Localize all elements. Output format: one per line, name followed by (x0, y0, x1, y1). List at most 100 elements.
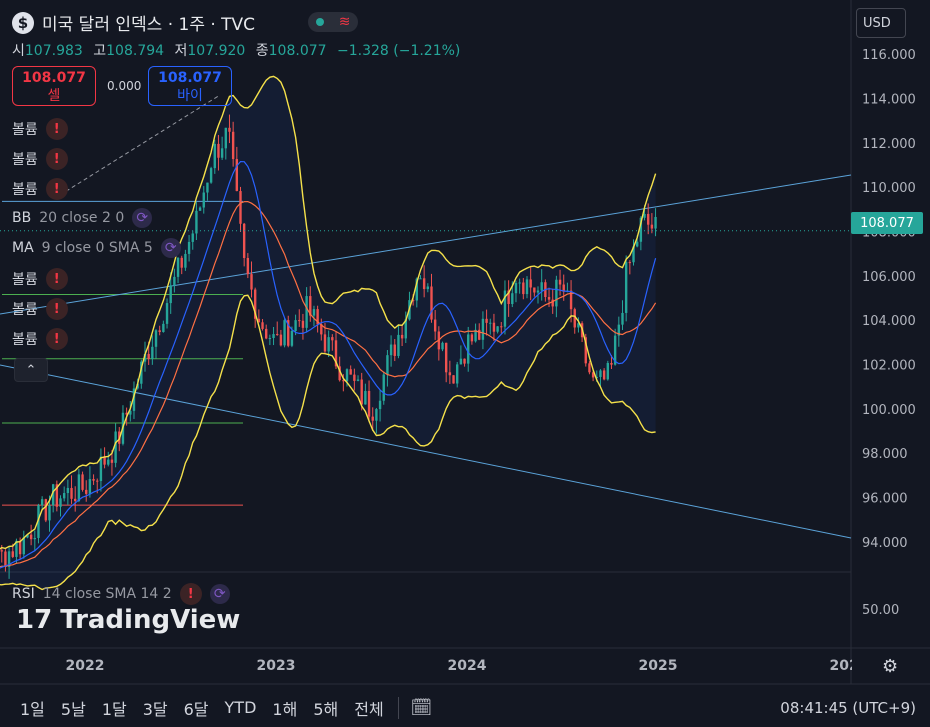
candle-body (349, 369, 352, 375)
range-1y[interactable]: 1해 (272, 699, 298, 719)
sell-label: 셀 (47, 88, 61, 104)
candle-body (639, 217, 643, 242)
range-1m[interactable]: 1달 (101, 699, 127, 719)
bb-lower-band (0, 294, 656, 591)
sell-button[interactable]: 108.077 셀 (12, 66, 96, 106)
volume-indicator-4[interactable]: 볼륨 ! (12, 268, 68, 290)
candle-body (272, 334, 275, 339)
candle-body (96, 480, 99, 482)
candle-body (386, 355, 389, 375)
low-label: 저 (174, 43, 188, 59)
candle-body (536, 290, 540, 293)
candle-body (382, 374, 385, 401)
warning-icon[interactable]: ! (45, 268, 68, 290)
warning-icon[interactable]: ! (45, 178, 68, 200)
candle-body (624, 262, 628, 313)
candle-body (103, 456, 106, 465)
candle-body (555, 279, 558, 307)
candle-body (140, 361, 143, 384)
candle-body (26, 534, 29, 538)
volume-indicator-2[interactable]: 볼륨 ! (12, 148, 68, 170)
close-label: 종 (255, 43, 269, 59)
buy-button[interactable]: 108.077 바이 (148, 66, 232, 106)
collapse-legend-button[interactable]: ⌃ (14, 358, 48, 382)
currency-label: USD (863, 15, 891, 31)
ma-indicator[interactable]: MA 9 close 0 SMA 5 ⟳ (12, 238, 181, 258)
candle-body (411, 300, 415, 302)
symbol-title[interactable]: $ 미국 달러 인덱스 · 1주 · TVC (12, 10, 255, 35)
volume-indicator-3[interactable]: 볼륨 ! (12, 178, 68, 200)
candle-body (224, 127, 228, 149)
buy-price: 108.077 (158, 70, 222, 86)
clock-display[interactable]: 08:41:45 (UTC+9) (780, 698, 916, 717)
candle-body (419, 278, 422, 280)
candle-body (378, 400, 382, 410)
warning-icon[interactable]: ! (179, 583, 202, 605)
candle-body (371, 416, 374, 421)
candle-body (643, 213, 646, 218)
candle-body (92, 479, 95, 481)
sell-price: 108.077 (22, 70, 86, 86)
candle-body (375, 409, 378, 421)
range-all[interactable]: 전체 (354, 699, 384, 719)
candle-body (147, 353, 150, 359)
candle-body (647, 213, 650, 225)
price-tick-label: 106.000 (862, 270, 916, 285)
candle-body (158, 330, 161, 333)
gear-icon[interactable]: ⚙ (882, 656, 899, 677)
range-ytd[interactable]: YTD (224, 698, 257, 717)
tradingview-watermark: 17 TradingView (16, 605, 240, 635)
warning-icon[interactable]: ! (45, 298, 68, 320)
volume-indicator-6[interactable]: 볼륨 ! (12, 328, 68, 350)
candle-body (511, 293, 514, 305)
warning-icon[interactable]: ! (45, 148, 68, 170)
candle-body (169, 285, 172, 304)
bb-indicator[interactable]: BB 20 close 2 0 ⟳ (12, 208, 153, 228)
range-3m[interactable]: 3달 (142, 699, 168, 719)
price-tick-label: 94.000 (862, 536, 908, 551)
wave-icon: ≋ (338, 14, 351, 30)
calendar-icon[interactable]: 🗓 (410, 697, 433, 718)
range-5d[interactable]: 5날 (60, 699, 86, 719)
candle-body (514, 283, 518, 294)
candle-body (261, 322, 264, 329)
candle-body (323, 334, 327, 352)
candle-body (37, 505, 40, 538)
candle-body (242, 223, 246, 258)
candle-body (474, 329, 477, 342)
candle-body (110, 459, 114, 463)
candle-body (235, 159, 239, 192)
range-1d[interactable]: 1일 (20, 699, 45, 719)
warning-icon[interactable]: ! (45, 118, 68, 140)
low-value: 107.920 (187, 43, 246, 59)
candle-body (415, 278, 419, 301)
candle-body (356, 379, 360, 381)
volume-indicator-1[interactable]: 볼륨 ! (12, 118, 68, 140)
candle-body (276, 334, 279, 336)
currency-selector[interactable]: USD (856, 8, 906, 38)
candle-body (33, 537, 37, 540)
candle-body (195, 210, 198, 234)
candle-body (66, 487, 70, 494)
candle-body (606, 363, 610, 380)
candle-body (246, 257, 250, 275)
watermark-text: TradingView (60, 605, 241, 635)
market-status[interactable]: ≋ (308, 12, 358, 32)
candle-body (88, 479, 92, 494)
warning-icon[interactable]: ! (45, 328, 68, 350)
open-value: 107.983 (24, 43, 83, 59)
candle-body (654, 216, 657, 229)
candle-body (62, 493, 66, 499)
candle-body (478, 329, 481, 340)
candle-body (327, 337, 330, 352)
candle-body (573, 309, 576, 328)
volume-indicator-5[interactable]: 볼륨 ! (12, 298, 68, 320)
rsi-indicator[interactable]: RSI 14 close SMA 14 2 ! ⟳ (12, 583, 230, 605)
range-6m[interactable]: 6달 (183, 699, 209, 719)
candle-body (334, 340, 338, 367)
candle-body (253, 289, 257, 319)
range-5y[interactable]: 5해 (313, 699, 339, 719)
chevron-up-icon: ⌃ (25, 362, 37, 378)
candle-body (342, 380, 345, 382)
